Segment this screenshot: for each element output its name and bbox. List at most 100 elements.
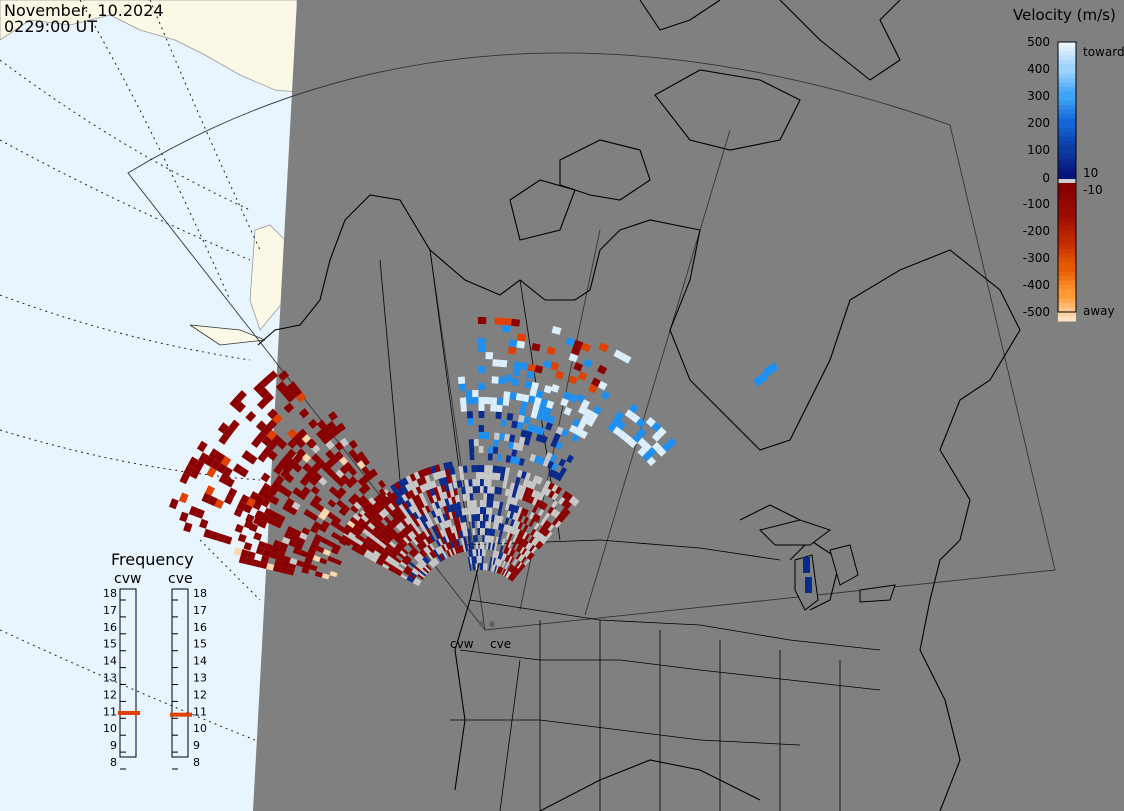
scatter-cell <box>519 530 526 539</box>
scatter-cell <box>517 514 524 522</box>
scatter-cell <box>258 387 270 399</box>
legend-title: Velocity (m/s) <box>1013 6 1116 24</box>
scatter-cell <box>459 515 464 523</box>
scatter-cell <box>531 513 538 521</box>
scatter-cell <box>472 549 475 557</box>
scatter-cell <box>560 507 568 515</box>
scatter-cell <box>261 425 272 436</box>
scatter-cell <box>401 501 409 510</box>
scatter-cell <box>476 507 480 514</box>
scatter-cell <box>537 427 546 436</box>
scatter-cell <box>417 562 424 569</box>
scatter-cell <box>245 557 254 566</box>
scatter-cell <box>343 539 352 547</box>
scatter-cell <box>280 386 292 398</box>
scatter-cell <box>580 342 591 352</box>
scatter-cell <box>405 565 413 572</box>
scatter-cell <box>480 500 484 507</box>
scatter-cell <box>396 514 404 522</box>
scatter-cell <box>316 429 326 440</box>
scatter-cell <box>558 515 567 523</box>
scatter-cell <box>421 568 428 575</box>
scatter-cell <box>416 517 423 526</box>
scatter-cell <box>583 358 593 368</box>
scatter-cell <box>435 547 441 555</box>
legend-swatch <box>1058 267 1076 272</box>
scatter-cell <box>554 486 563 495</box>
scatter-cell <box>471 514 475 522</box>
scatter-cell <box>520 362 529 371</box>
scatter-cell <box>256 431 267 442</box>
scatter-cell <box>331 473 341 483</box>
scatter-cell <box>421 498 428 507</box>
legend-swatch <box>1058 46 1076 52</box>
scatter-cell <box>452 547 457 555</box>
scatter-cell <box>517 443 524 452</box>
scatter-cell <box>543 480 551 489</box>
scatter-cell <box>467 556 471 565</box>
scatter-cell <box>369 556 378 563</box>
scatter-cell <box>504 570 509 577</box>
scatter-cell <box>563 406 573 416</box>
frequency-marker <box>118 710 140 715</box>
legend-tick-label: -400 <box>1023 278 1050 292</box>
scatter-cell <box>235 390 247 402</box>
scatter-cell <box>469 542 473 550</box>
scatter-cell <box>588 383 598 394</box>
scatter-cell <box>360 514 369 523</box>
scatter-cell <box>436 485 443 494</box>
scatter-cell <box>566 454 574 464</box>
scatter-cell <box>425 520 432 529</box>
scatter-cell <box>511 420 518 429</box>
legend-tick-label: -300 <box>1023 251 1050 265</box>
scatter-cell <box>532 403 540 412</box>
scatter-cell <box>656 426 667 437</box>
scatter-cell <box>487 542 491 550</box>
scatter-cell <box>364 500 373 509</box>
scatter-cell <box>752 372 769 387</box>
scatter-cell <box>630 413 641 424</box>
scatter-cell <box>426 528 433 536</box>
scatter-cell <box>255 420 267 432</box>
scatter-cell <box>207 495 218 507</box>
scatter-cell <box>417 469 425 478</box>
scatter-cell <box>513 497 519 506</box>
scatter-cell <box>397 479 405 488</box>
scatter-cell <box>496 397 504 406</box>
scatter-cell <box>464 528 469 537</box>
scatter-cell <box>521 394 530 403</box>
scatter-cell <box>365 536 374 544</box>
scatter-cell <box>243 542 253 551</box>
scatter-cell <box>444 527 450 536</box>
scatter-cell <box>531 343 541 352</box>
scatter-cell <box>541 413 550 423</box>
scatter-cell <box>497 508 502 516</box>
scatter-cell <box>440 470 447 478</box>
scatter-cell <box>517 529 523 537</box>
scatter-cell <box>509 497 515 505</box>
scatter-cell <box>446 504 452 513</box>
scatter-cell <box>434 531 441 540</box>
scatter-cell <box>365 471 374 481</box>
scatter-cell <box>494 486 499 495</box>
scatter-cell <box>533 522 540 531</box>
scatter-cell <box>362 483 371 492</box>
scatter-cell <box>245 411 257 422</box>
scatter-cell <box>362 528 371 537</box>
scatter-cell <box>503 474 509 482</box>
scatter-cell <box>504 554 509 562</box>
scatter-cell <box>274 474 285 485</box>
scatter-cell <box>528 496 535 504</box>
scatter-cell <box>318 512 327 521</box>
scatter-cell <box>358 517 367 526</box>
scatter-cell <box>282 555 291 564</box>
scatter-cell <box>196 440 208 453</box>
scatter-cell <box>627 438 638 448</box>
scatter-cell <box>412 567 420 574</box>
legend-swatch <box>1058 78 1076 83</box>
scatter-cell <box>651 431 662 442</box>
scatter-cell <box>408 561 416 568</box>
scatter-cell <box>383 497 392 506</box>
scatter-cell <box>613 349 625 360</box>
scatter-cell <box>400 529 408 537</box>
